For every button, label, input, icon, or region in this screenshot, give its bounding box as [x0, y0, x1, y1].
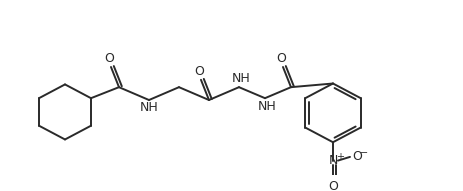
Text: NH: NH — [231, 72, 250, 85]
Text: NH: NH — [139, 101, 158, 114]
Text: NH: NH — [257, 100, 276, 113]
Text: O: O — [351, 150, 361, 163]
Text: O: O — [104, 52, 114, 65]
Text: O: O — [275, 52, 285, 65]
Text: +: + — [335, 152, 343, 162]
Text: −: − — [359, 148, 367, 158]
Text: O: O — [194, 65, 203, 78]
Text: N: N — [328, 154, 337, 167]
Text: O: O — [327, 180, 337, 191]
